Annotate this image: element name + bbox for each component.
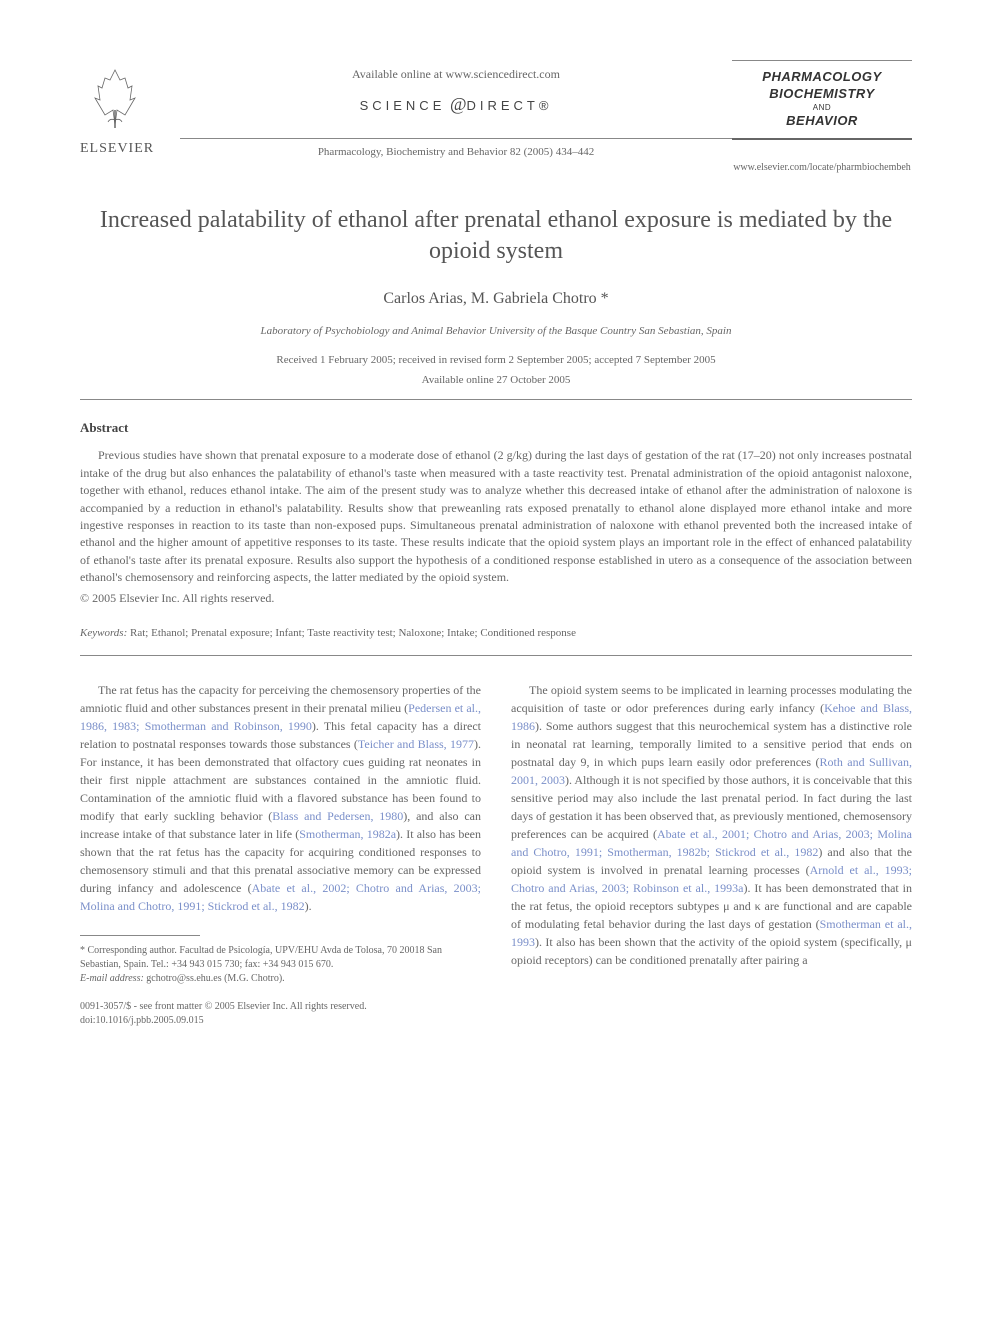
abstract-bottom-rule bbox=[80, 655, 912, 656]
body-text: ). bbox=[305, 899, 312, 913]
email-address: gchotro@ss.ehu.es (M.G. Chotro). bbox=[144, 973, 285, 984]
elsevier-tree-icon bbox=[80, 60, 150, 130]
page-container: ELSEVIER Available online at www.science… bbox=[0, 0, 992, 1068]
sciencedirect-word1: SCIENCE bbox=[360, 98, 446, 113]
header-right: PHARMACOLOGY BIOCHEMISTRY AND BEHAVIOR w… bbox=[732, 60, 912, 175]
elsevier-label: ELSEVIER bbox=[80, 138, 180, 159]
dates-available: Available online 27 October 2005 bbox=[80, 372, 912, 389]
header-center: Available online at www.sciencedirect.co… bbox=[180, 60, 732, 161]
citation-link[interactable]: Teicher and Blass, 1977 bbox=[358, 737, 474, 751]
column-left: The rat fetus has the capacity for perce… bbox=[80, 681, 481, 1028]
corresponding-author-footnote: * Corresponding author. Facultad de Psic… bbox=[80, 944, 481, 972]
sciencedirect-at-icon: @ bbox=[445, 94, 466, 114]
article-title: Increased palatability of ethanol after … bbox=[80, 205, 912, 267]
citation-link[interactable]: Smotherman, 1982a bbox=[299, 827, 396, 841]
abstract-copyright: © 2005 Elsevier Inc. All rights reserved… bbox=[80, 589, 912, 607]
column-right: The opioid system seems to be implicated… bbox=[511, 681, 912, 1028]
sciencedirect-logo: SCIENCE @DIRECT® bbox=[180, 91, 732, 118]
journal-brand-line3: BEHAVIOR bbox=[736, 113, 908, 130]
body-text: ). It also has been shown that the activ… bbox=[511, 935, 912, 967]
abstract-heading: Abstract bbox=[80, 418, 912, 438]
body-paragraph-2: The opioid system seems to be implicated… bbox=[511, 681, 912, 969]
journal-brand-line1: PHARMACOLOGY bbox=[736, 69, 908, 86]
publisher-logo-block: ELSEVIER bbox=[80, 60, 180, 159]
journal-brand-box: PHARMACOLOGY BIOCHEMISTRY AND BEHAVIOR bbox=[732, 60, 912, 140]
keywords-label: Keywords: bbox=[80, 627, 127, 639]
journal-url: www.elsevier.com/locate/pharmbiochembeh bbox=[732, 160, 912, 175]
dates-received: Received 1 February 2005; received in re… bbox=[80, 352, 912, 369]
body-columns: The rat fetus has the capacity for perce… bbox=[80, 681, 912, 1028]
available-online-text: Available online at www.sciencedirect.co… bbox=[180, 65, 732, 83]
doi-line: doi:10.1016/j.pbb.2005.09.015 bbox=[80, 1014, 481, 1028]
journal-brand-line2: BIOCHEMISTRY bbox=[736, 86, 908, 103]
journal-brand-and: AND bbox=[736, 103, 908, 113]
abstract-section: Abstract Previous studies have shown tha… bbox=[80, 418, 912, 607]
bottom-info: 0091-3057/$ - see front matter © 2005 El… bbox=[80, 1000, 481, 1028]
body-paragraph-1: The rat fetus has the capacity for perce… bbox=[80, 681, 481, 915]
header-row: ELSEVIER Available online at www.science… bbox=[80, 60, 912, 175]
footnote-separator bbox=[80, 935, 200, 936]
abstract-top-rule bbox=[80, 399, 912, 400]
keywords-line: Keywords: Rat; Ethanol; Prenatal exposur… bbox=[80, 625, 912, 642]
journal-reference: Pharmacology, Biochemistry and Behavior … bbox=[180, 144, 732, 161]
abstract-text: Previous studies have shown that prenata… bbox=[80, 447, 912, 586]
sciencedirect-reg-icon: ® bbox=[539, 98, 553, 113]
keywords-text: Rat; Ethanol; Prenatal exposure; Infant;… bbox=[127, 627, 576, 639]
citation-link[interactable]: Blass and Pedersen, 1980 bbox=[272, 809, 403, 823]
issn-line: 0091-3057/$ - see front matter © 2005 El… bbox=[80, 1000, 481, 1014]
sciencedirect-word2: DIRECT bbox=[466, 98, 538, 113]
email-footnote: E-mail address: gchotro@ss.ehu.es (M.G. … bbox=[80, 972, 481, 986]
affiliation-line: Laboratory of Psychobiology and Animal B… bbox=[80, 323, 912, 340]
authors-line: Carlos Arias, M. Gabriela Chotro * bbox=[80, 287, 912, 311]
email-label: E-mail address: bbox=[80, 973, 144, 984]
header-rule bbox=[180, 138, 732, 139]
